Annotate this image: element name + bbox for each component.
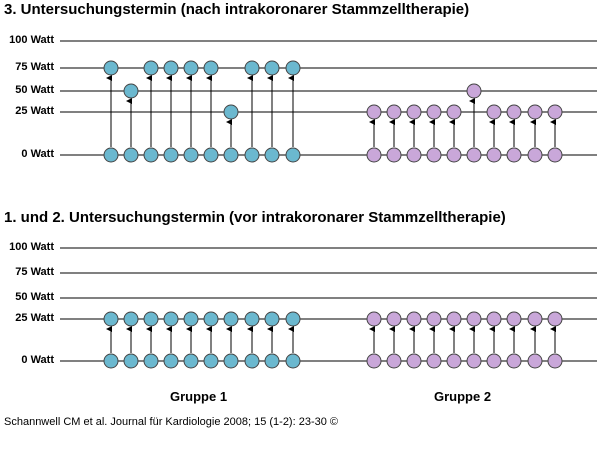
patient-end-marker [466, 83, 482, 99]
patient-start-marker [366, 353, 382, 369]
y-label-25-bottom: 25 Watt [15, 312, 54, 324]
patient-end-marker [426, 311, 442, 327]
patient-start-marker [406, 147, 422, 163]
patient-end-marker [547, 104, 563, 120]
y-label-50-bottom: 50 Watt [15, 291, 54, 303]
patient-end-marker [244, 60, 260, 76]
patient-end-marker [386, 311, 402, 327]
group-1-label: Gruppe 1 [170, 389, 228, 404]
patient-end-marker [123, 83, 139, 99]
patient-start-marker [264, 353, 280, 369]
patient-start-marker [466, 147, 482, 163]
patient-start-marker [426, 353, 442, 369]
patient-end-marker [527, 311, 543, 327]
patient-end-marker [366, 311, 382, 327]
patient-end-marker [486, 311, 502, 327]
patient-end-marker [203, 60, 219, 76]
patient-start-marker [386, 353, 402, 369]
patient-start-marker [406, 353, 422, 369]
patient-start-marker [103, 353, 119, 369]
patient-start-marker [285, 353, 301, 369]
patient-start-marker [506, 147, 522, 163]
patient-start-marker [163, 353, 179, 369]
patient-start-marker [386, 147, 402, 163]
patient-start-marker [506, 353, 522, 369]
patient-end-marker [527, 104, 543, 120]
patient-start-marker [203, 353, 219, 369]
patient-start-marker [123, 147, 139, 163]
patient-start-marker [366, 147, 382, 163]
patient-start-marker [244, 353, 260, 369]
patient-start-marker [244, 147, 260, 163]
patient-end-marker [506, 104, 522, 120]
y-label-100-bottom: 100 Watt [9, 241, 54, 253]
bottom-panel-title: 1. und 2. Untersuchungstermin (vor intra… [4, 209, 506, 226]
patient-end-marker [446, 311, 462, 327]
citation: Schannwell CM et al. Journal für Kardiol… [4, 416, 339, 428]
patient-start-marker [527, 353, 543, 369]
y-label-100-top: 100 Watt [9, 34, 54, 46]
patient-start-marker [486, 353, 502, 369]
patient-start-marker [486, 147, 502, 163]
patient-end-marker [183, 311, 199, 327]
patient-end-marker [183, 60, 199, 76]
patient-end-marker [406, 311, 422, 327]
patient-start-marker [143, 353, 159, 369]
patient-start-marker [143, 147, 159, 163]
patient-end-marker [143, 311, 159, 327]
patient-start-marker [446, 147, 462, 163]
patient-end-marker [203, 311, 219, 327]
patient-end-marker [264, 311, 280, 327]
patient-start-marker [446, 353, 462, 369]
patient-start-marker [183, 353, 199, 369]
patient-start-marker [527, 147, 543, 163]
patient-end-marker [163, 60, 179, 76]
patient-start-marker [466, 353, 482, 369]
patient-end-marker [123, 311, 139, 327]
patient-start-marker [547, 353, 563, 369]
patient-end-marker [103, 311, 119, 327]
patient-start-marker [103, 147, 119, 163]
patient-start-marker [163, 147, 179, 163]
patient-start-marker [547, 147, 563, 163]
patient-end-marker [143, 60, 159, 76]
patient-end-marker [103, 60, 119, 76]
patient-start-marker [426, 147, 442, 163]
y-label-0-bottom: 0 Watt [21, 354, 54, 366]
patient-end-marker [506, 311, 522, 327]
patient-end-marker [366, 104, 382, 120]
patient-start-marker [264, 147, 280, 163]
patient-start-marker [203, 147, 219, 163]
patient-end-marker [426, 104, 442, 120]
y-label-25-top: 25 Watt [15, 105, 54, 117]
patient-end-marker [285, 311, 301, 327]
patient-end-marker [486, 104, 502, 120]
patient-end-marker [446, 104, 462, 120]
y-label-75-top: 75 Watt [15, 61, 54, 73]
patient-start-marker [223, 147, 239, 163]
patient-end-marker [244, 311, 260, 327]
y-label-0-top: 0 Watt [21, 148, 54, 160]
patient-end-marker [163, 311, 179, 327]
patient-end-marker [223, 104, 239, 120]
patient-end-marker [285, 60, 301, 76]
patient-end-marker [547, 311, 563, 327]
patient-start-marker [123, 353, 139, 369]
patient-start-marker [183, 147, 199, 163]
patient-end-marker [466, 311, 482, 327]
top-panel-title: 3. Untersuchungstermin (nach intrakorona… [4, 1, 470, 18]
patient-start-marker [223, 353, 239, 369]
patient-end-marker [223, 311, 239, 327]
patient-end-marker [406, 104, 422, 120]
y-label-75-bottom: 75 Watt [15, 266, 54, 278]
patient-start-marker [285, 147, 301, 163]
patient-end-marker [386, 104, 402, 120]
y-label-50-top: 50 Watt [15, 84, 54, 96]
group-2-label: Gruppe 2 [434, 389, 492, 404]
patient-end-marker [264, 60, 280, 76]
